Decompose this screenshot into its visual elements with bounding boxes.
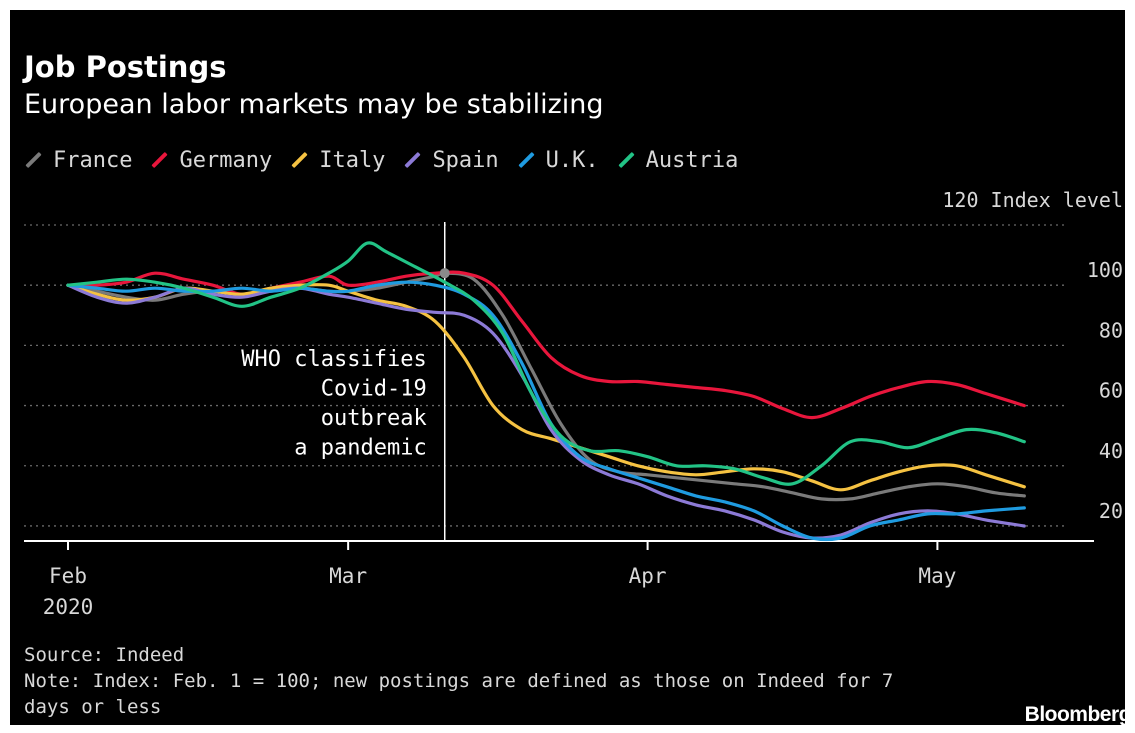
- chart-subtitle: European labor markets may be stabilizin…: [24, 89, 604, 120]
- annotation-text: outbreak: [321, 406, 427, 431]
- y-tick-label: 80: [1099, 318, 1123, 342]
- legend-label-italy: Italy: [319, 147, 386, 173]
- x-tick-sublabel: 2020: [43, 595, 94, 619]
- annotation-text: a pandemic: [294, 436, 426, 461]
- legend-label-uk: U.K.: [545, 147, 599, 173]
- bloomberg-logo: Bloomberg: [1024, 703, 1132, 726]
- series-line-austria: [66, 241, 1026, 486]
- legend-label-germany: Germany: [179, 147, 273, 173]
- legend: France Germany Italy Spain U.K. Austria: [24, 144, 756, 176]
- y-tick-label: 60: [1099, 379, 1123, 403]
- x-tick-label: Feb: [49, 564, 87, 588]
- legend-item-spain: Spain: [403, 147, 499, 173]
- legend-item-uk: U.K.: [517, 148, 599, 173]
- legend-item-germany: Germany: [150, 148, 272, 173]
- legend-item-france: France: [24, 148, 132, 173]
- series-line-italy: [66, 283, 1026, 492]
- source-note: Source: Indeed: [24, 644, 185, 666]
- legend-label-france: France: [53, 147, 133, 173]
- x-tick-label: Mar: [329, 564, 367, 588]
- y-tick-label: 120 Index level: [942, 188, 1123, 212]
- y-tick-label: 20: [1099, 499, 1123, 523]
- y-tick-label: 100: [1087, 258, 1123, 282]
- annotation-text: WHO classifies: [241, 347, 426, 372]
- legend-label-spain: Spain: [432, 147, 499, 173]
- annotation-text: Covid-19: [321, 377, 427, 402]
- note-line-2: days or less: [24, 696, 162, 718]
- chart-panel: [10, 10, 1125, 725]
- x-tick-label: May: [918, 564, 956, 588]
- legend-item-austria: Austria: [617, 147, 739, 173]
- series-line-uk: [66, 280, 1026, 542]
- y-tick-label: 40: [1099, 439, 1123, 463]
- chart-title: Job Postings: [24, 50, 227, 84]
- annotation-marker: [439, 268, 450, 279]
- legend-item-italy: Italy: [290, 148, 385, 173]
- chart-footer: Source: Indeed Note: Index: Feb. 1 = 100…: [24, 642, 893, 720]
- legend-label-austria: Austria: [645, 147, 739, 173]
- x-tick-label: Apr: [629, 564, 667, 588]
- note-line-1: Note: Index: Feb. 1 = 100; new postings …: [24, 670, 894, 692]
